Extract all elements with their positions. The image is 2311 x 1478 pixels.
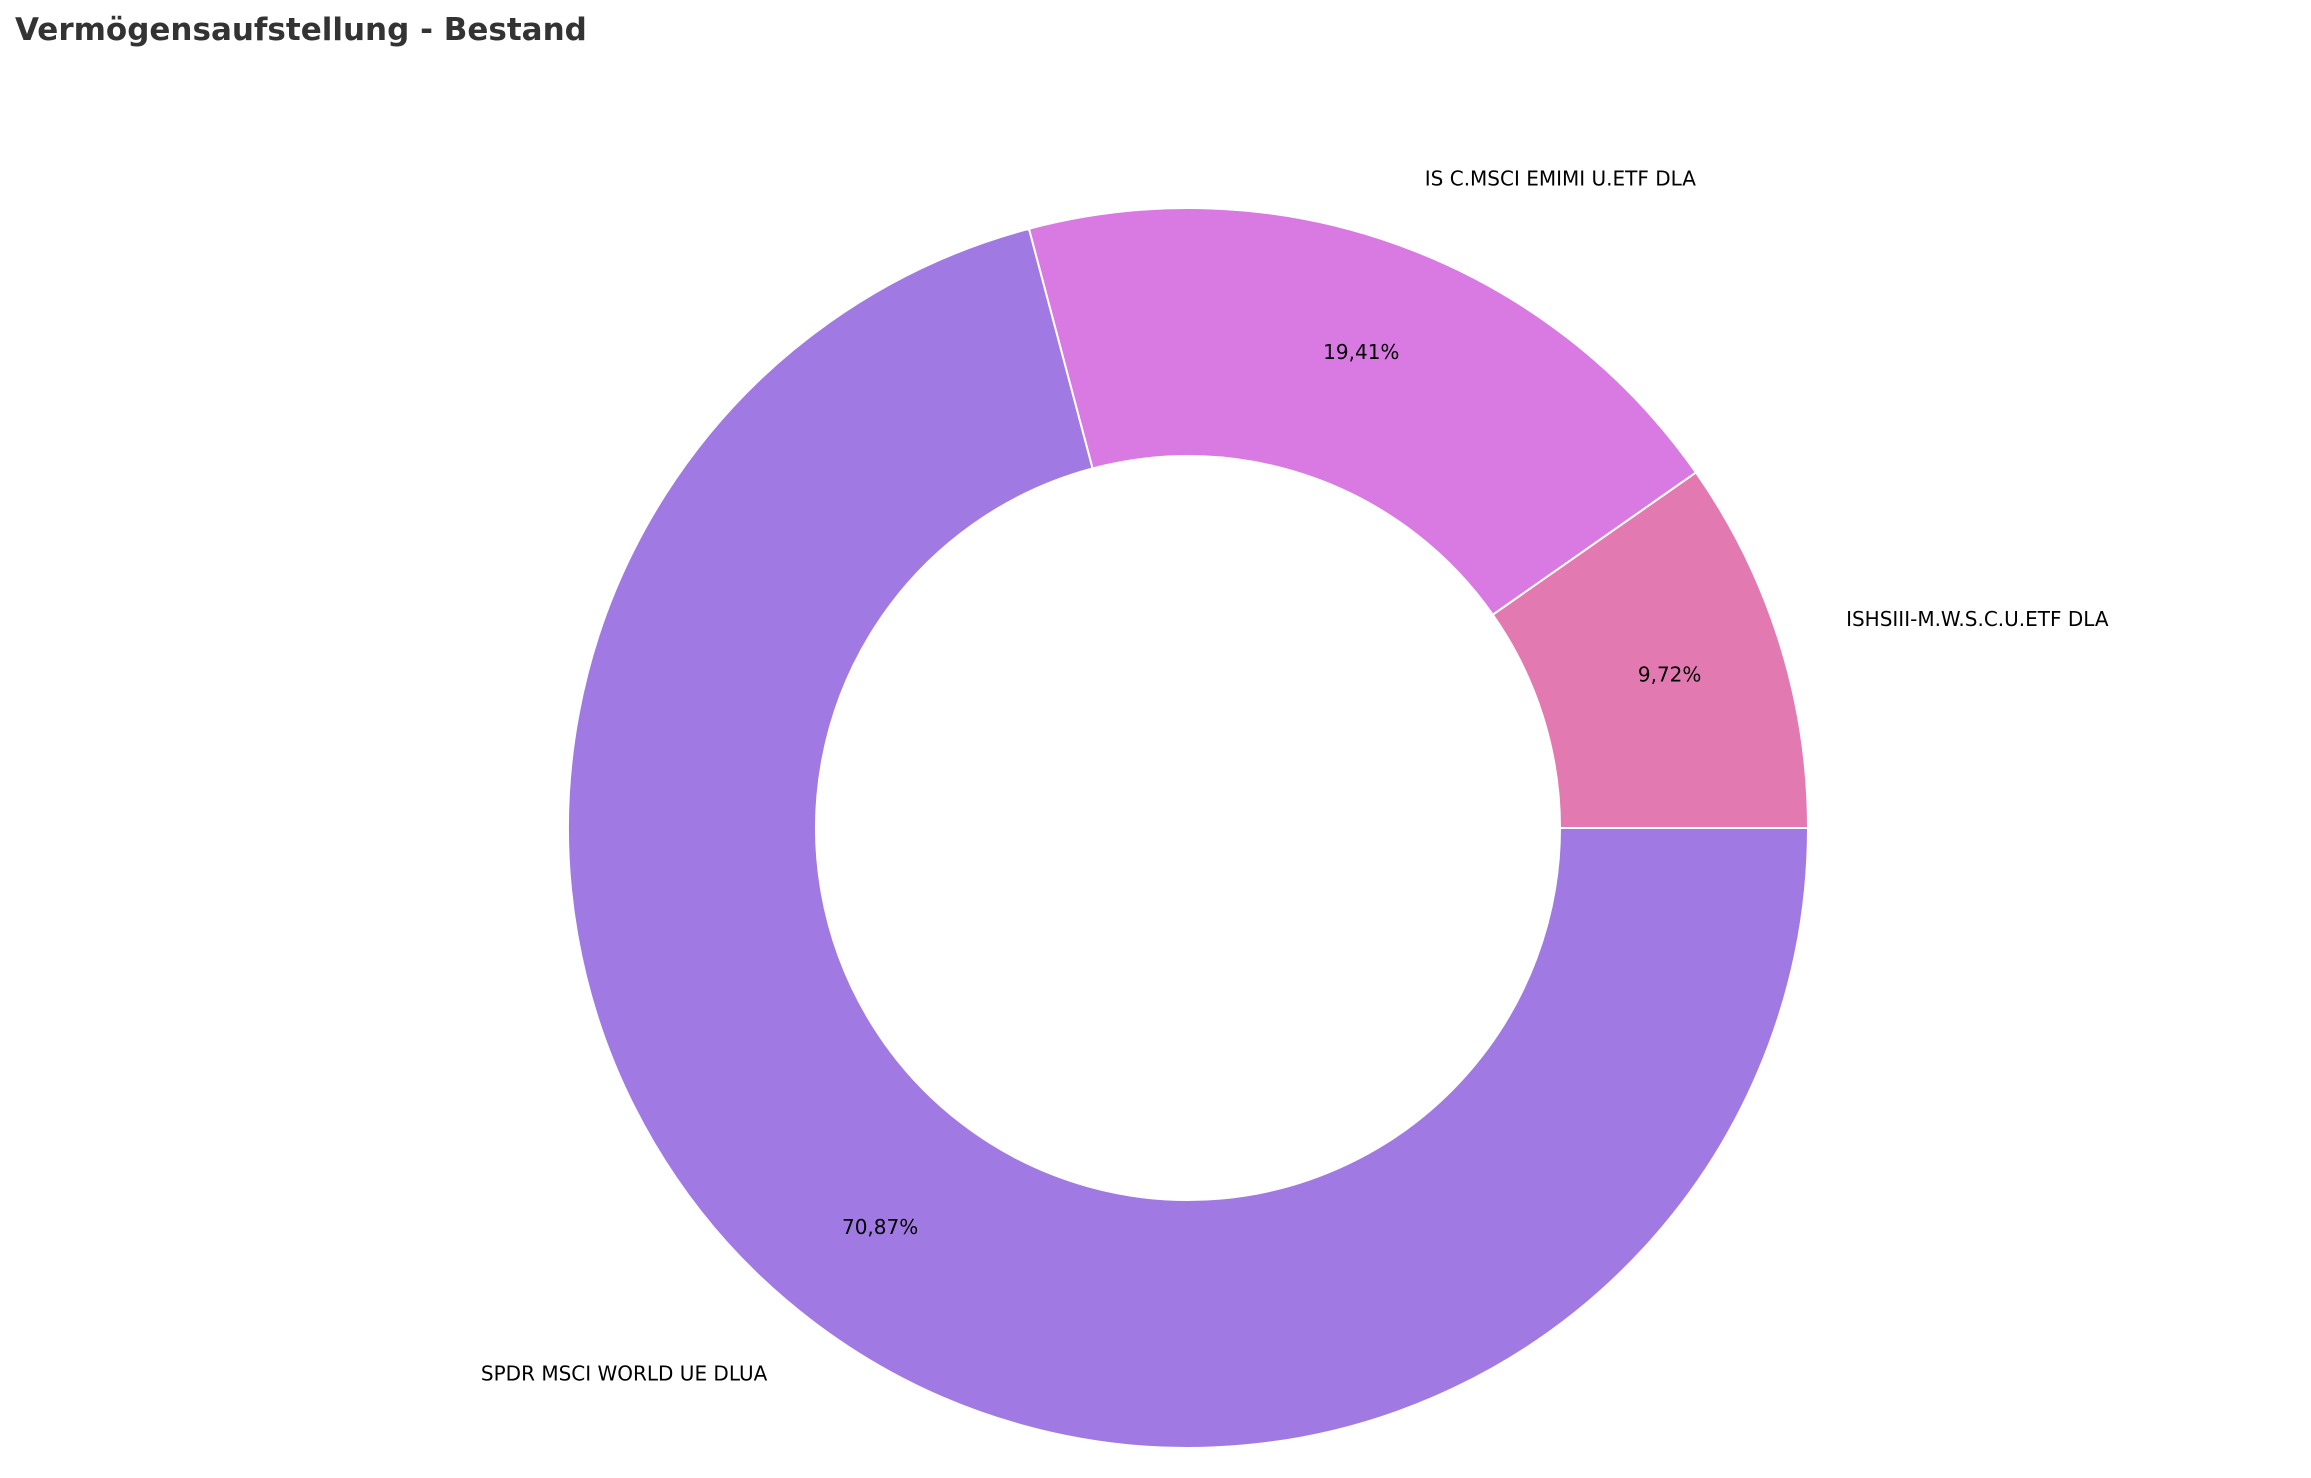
slice-percent-label: 70,87%: [842, 1215, 918, 1239]
slice-percent-label: 19,41%: [1323, 340, 1399, 364]
donut-slices: [567, 207, 1810, 1449]
slice-category-label: IS C.MSCI EMIMI U.ETF DLA: [1425, 166, 1696, 190]
chart-title: Vermögensaufstellung - Bestand: [15, 12, 587, 48]
donut-slice-2[interactable]: [1027, 207, 1698, 617]
slice-category-label: SPDR MSCI WORLD UE DLUA: [481, 1361, 768, 1385]
slice-category-label: ISHSIII-M.W.S.C.U.ETF DLA: [1846, 607, 2109, 631]
donut-slice-1[interactable]: [567, 227, 1810, 1449]
donut-labels: 9,72% ISHSIII-M.W.S.C.U.ETF DLA 19,41% IS C…: [481, 166, 2109, 1385]
slice-percent-label: 9,72%: [1638, 663, 1702, 687]
